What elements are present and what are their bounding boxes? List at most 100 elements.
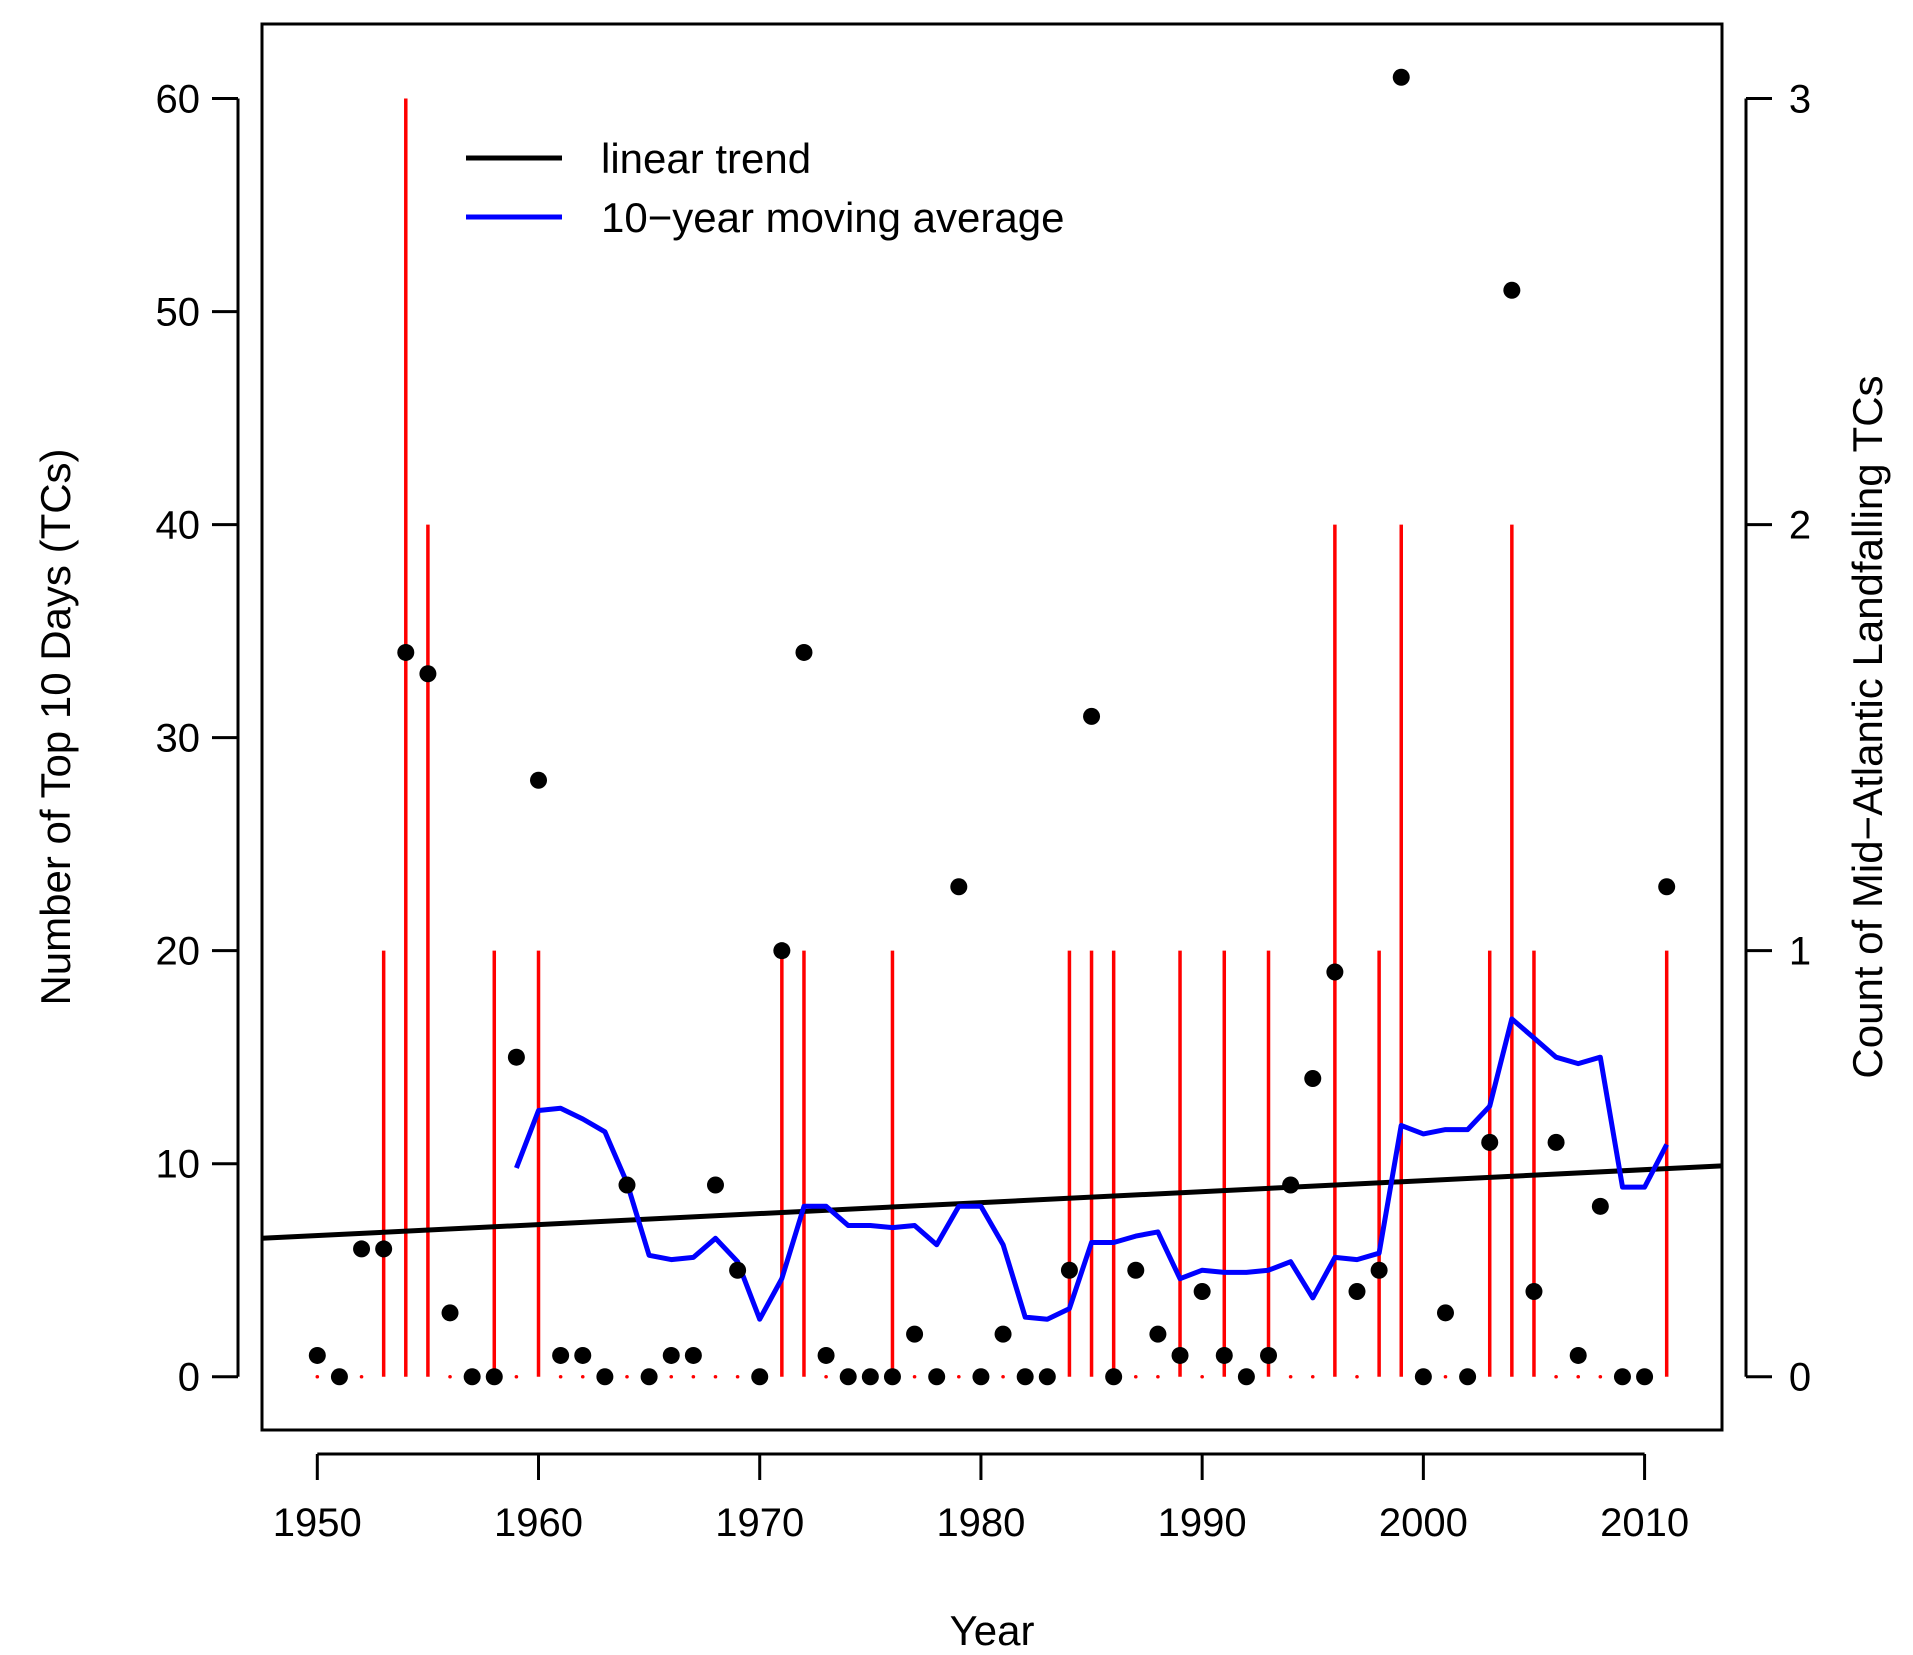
landfall-zero-1994 <box>1288 1374 1293 1379</box>
legend-label-trend: linear trend <box>601 135 811 182</box>
x-axis: 1950 1960 1970 1980 1990 2000 2010 <box>273 1452 1689 1545</box>
x-tick-label-1980: 1980 <box>936 1501 1025 1545</box>
legend-label-moving-average: 10−year moving average <box>601 194 1064 241</box>
y-tick-label-10: 10 <box>156 1143 201 1187</box>
point-1987 <box>1127 1261 1145 1279</box>
landfall-zero-1979 <box>957 1374 961 1379</box>
y-tick-label-20: 20 <box>156 930 201 974</box>
point-2006 <box>1547 1133 1565 1151</box>
point-1984 <box>1060 1261 1078 1279</box>
y-tick-label-30: 30 <box>156 717 201 761</box>
point-1982 <box>1016 1368 1034 1386</box>
landfall-zero-1968 <box>713 1374 718 1379</box>
point-2011 <box>1658 878 1676 896</box>
point-2003 <box>1481 1133 1499 1151</box>
point-1975 <box>861 1368 879 1386</box>
point-2002 <box>1459 1368 1477 1386</box>
point-1969 <box>729 1261 747 1279</box>
landfall-zero-1959 <box>514 1374 519 1379</box>
point-1963 <box>596 1368 614 1386</box>
landfall-zero-1973 <box>824 1374 828 1379</box>
legend: linear trend 10−year moving average <box>466 135 1064 241</box>
landfall-series <box>381 98 1669 1377</box>
point-2005 <box>1525 1283 1543 1301</box>
point-1964 <box>618 1176 636 1194</box>
point-1956 <box>441 1304 459 1322</box>
landfall-zero-1977 <box>912 1374 917 1379</box>
point-1978 <box>928 1368 946 1386</box>
landfall-zero-1981 <box>1001 1374 1005 1379</box>
point-1960 <box>530 771 548 789</box>
landfall-zero-2001 <box>1443 1374 1448 1379</box>
moving-average-line <box>514 1016 1669 1322</box>
point-1962 <box>574 1346 592 1364</box>
point-2010 <box>1636 1368 1654 1386</box>
landfall-zero-1997 <box>1355 1374 1359 1379</box>
y-right-tick-label-3: 3 <box>1789 78 1811 122</box>
landfall-zero-1956 <box>448 1374 452 1379</box>
landfall-zero-1952 <box>359 1374 364 1379</box>
point-2007 <box>1569 1346 1587 1364</box>
point-1999 <box>1392 68 1410 86</box>
landfall-zero-1966 <box>669 1374 674 1379</box>
point-1974 <box>839 1368 857 1386</box>
point-1970 <box>751 1368 769 1386</box>
point-1958 <box>485 1368 503 1386</box>
point-1961 <box>552 1346 570 1364</box>
point-1998 <box>1370 1261 1388 1279</box>
point-1995 <box>1304 1070 1322 1087</box>
point-2001 <box>1436 1304 1454 1322</box>
landfall-zero-1950 <box>315 1374 320 1379</box>
point-1990 <box>1193 1283 1211 1301</box>
landfall-zero-1987 <box>1133 1374 1138 1379</box>
y-axis-right-title: Count of Mid−Atlantic Landfalling TCs <box>1844 375 1891 1078</box>
point-1997 <box>1348 1283 1366 1301</box>
point-1986 <box>1105 1368 1123 1386</box>
landfall-zero-1969 <box>735 1374 740 1379</box>
point-1996 <box>1326 963 1344 981</box>
point-1953 <box>375 1240 393 1258</box>
point-1991 <box>1215 1346 1233 1364</box>
landfall-zero-1967 <box>691 1374 696 1379</box>
point-1989 <box>1171 1346 1189 1364</box>
x-axis-title: Year <box>950 1607 1035 1654</box>
landfall-zero-1988 <box>1156 1374 1160 1379</box>
x-tick-label-1950: 1950 <box>273 1501 362 1545</box>
point-1993 <box>1260 1346 1278 1364</box>
point-1992 <box>1237 1368 1255 1386</box>
landfall-zero-1961 <box>558 1374 563 1379</box>
landfall-zero-1995 <box>1310 1374 1315 1379</box>
points-series <box>308 68 1676 1386</box>
point-1965 <box>640 1368 658 1386</box>
landfall-zero-1964 <box>625 1374 629 1379</box>
landfall-zero-1990 <box>1200 1374 1204 1379</box>
y-right-tick-label-1: 1 <box>1789 930 1811 974</box>
y-axis-right: 0 1 2 3 <box>1744 78 1811 1400</box>
point-1980 <box>972 1368 990 1386</box>
point-1972 <box>795 643 813 661</box>
point-1967 <box>684 1346 702 1364</box>
point-1968 <box>706 1176 724 1194</box>
x-tick-label-1970: 1970 <box>715 1501 804 1545</box>
point-1954 <box>397 643 415 661</box>
point-2008 <box>1591 1197 1609 1215</box>
landfall-zero-1962 <box>580 1374 585 1379</box>
point-1971 <box>773 942 791 960</box>
point-2004 <box>1503 281 1521 299</box>
landfall-zero-2008 <box>1598 1374 1603 1379</box>
point-1981 <box>994 1325 1012 1343</box>
y-right-tick-label-0: 0 <box>1789 1356 1811 1400</box>
moving-average-layer <box>514 1016 1669 1322</box>
point-1955 <box>419 665 437 683</box>
point-1951 <box>330 1368 348 1386</box>
y-tick-label-50: 50 <box>156 291 201 335</box>
point-2000 <box>1414 1368 1432 1386</box>
x-tick-label-1990: 1990 <box>1158 1501 1247 1545</box>
x-tick-label-2010: 2010 <box>1600 1501 1689 1545</box>
point-2009 <box>1613 1368 1631 1386</box>
point-1988 <box>1149 1325 1167 1343</box>
y-tick-label-0: 0 <box>178 1356 200 1400</box>
point-1957 <box>463 1368 481 1386</box>
point-1976 <box>883 1368 901 1386</box>
x-tick-label-1960: 1960 <box>494 1501 583 1545</box>
